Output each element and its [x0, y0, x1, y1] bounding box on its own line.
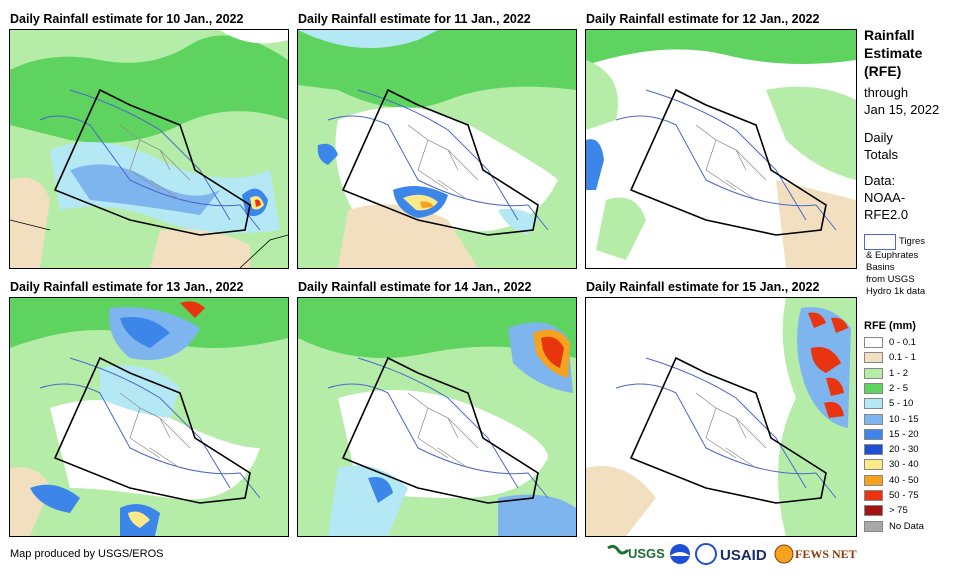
map-panel-13-jan [9, 297, 289, 537]
rfe-legend-row: 20 - 30 [864, 443, 919, 456]
rainfall-map-11-jan [298, 30, 576, 268]
legend-totals: Totals [864, 147, 898, 162]
rfe-legend-swatch [864, 520, 883, 532]
rfe-legend-label: 10 - 15 [889, 413, 919, 425]
legend-date: Jan 15, 2022 [864, 102, 940, 117]
legend-title-line-3: (RFE) [864, 63, 902, 79]
agency-logos-graphic: USGS USAID FEWS NET [607, 543, 857, 565]
rfe-legend-label: 15 - 20 [889, 428, 919, 440]
rainfall-map-13-jan [10, 298, 288, 536]
rfe-legend-row: 30 - 40 [864, 458, 919, 471]
panel-title-15-jan: Daily Rainfall estimate for 15 Jan., 202… [586, 280, 820, 294]
rfe-legend-row: 0.1 - 1 [864, 351, 916, 364]
panel-title-12-jan: Daily Rainfall estimate for 12 Jan., 202… [586, 12, 820, 26]
rfe-legend-swatch [864, 459, 883, 471]
usaid-logo: USAID [720, 547, 767, 564]
basin-note: & Euphrates Basins from USGS Hydro 1k da… [866, 250, 925, 298]
rfe-legend-swatch [864, 428, 883, 440]
basin-note-line-2: Basins [866, 262, 895, 273]
rfe-legend-swatch [864, 337, 883, 348]
panel-title-14-jan: Daily Rainfall estimate for 14 Jan., 202… [298, 280, 532, 294]
panel-title-10-jan: Daily Rainfall estimate for 10 Jan., 202… [10, 12, 244, 26]
legend-title: Rainfall Estimate (RFE) [864, 26, 922, 80]
rfe-legend-row: 40 - 50 [864, 474, 919, 487]
rainfall-map-15-jan [586, 298, 856, 536]
rfe-legend-row: 2 - 5 [864, 382, 908, 395]
basin-note-line-3: from USGS [866, 274, 915, 285]
usgs-logo-text: USGS [628, 546, 665, 561]
rfe-legend-label: 0 - 0.1 [889, 337, 916, 348]
usgs-logo: USGS [607, 544, 665, 561]
rfe-legend-row: > 75 [864, 504, 908, 517]
rfe-legend-label: 30 - 40 [889, 459, 919, 471]
usaid-logo-text: USAID [720, 547, 767, 564]
map-panel-11-jan [297, 29, 577, 269]
rfe-legend-swatch [864, 444, 883, 456]
panel-title-11-jan: Daily Rainfall estimate for 11 Jan., 202… [298, 12, 531, 26]
rfe-legend-label: 1 - 2 [889, 367, 909, 379]
legend-data-label: Data: [864, 173, 896, 188]
rainfall-map-10-jan [10, 30, 288, 268]
rainfall-map-12-jan [586, 30, 856, 268]
rfe-legend-swatch [864, 352, 883, 364]
rfe-legend-swatch [864, 474, 883, 486]
rfe-legend-label: 40 - 50 [889, 474, 919, 486]
rfe-legend-swatch [864, 382, 883, 394]
rfe-legend-label: 50 - 75 [889, 490, 919, 501]
map-panel-12-jan [585, 29, 857, 269]
map-credit: Map produced by USGS/EROS [10, 548, 164, 560]
fewsnet-logo: FEWS NET [774, 544, 857, 564]
rfe-legend-swatch [864, 398, 883, 410]
map-panel-15-jan [585, 297, 857, 537]
rainfall-map-14-jan [298, 298, 576, 536]
legend-data-source-2: RFE2.0 [864, 207, 909, 222]
map-panel-14-jan [297, 297, 577, 537]
rfe-legend-label: > 75 [889, 505, 908, 517]
rfe-legend-row: 5 - 10 [864, 397, 913, 410]
rfe-legend-row: 0 - 0.1 [864, 336, 916, 349]
rfe-legend-label: 20 - 30 [889, 444, 919, 456]
basin-note-line-4: Hydro 1k data [866, 286, 926, 297]
basin-label: Tigres [899, 236, 926, 247]
map-panel-10-jan [9, 29, 289, 269]
basin-swatch [864, 234, 896, 250]
panel-title-13-jan: Daily Rainfall estimate for 13 Jan., 202… [10, 280, 244, 294]
rfe-legend-row: 10 - 15 [864, 413, 919, 426]
legend-data-source-1: NOAA- [864, 190, 906, 205]
basin-note-line-1: & Euphrates [866, 250, 919, 261]
rfe-legend-swatch [864, 490, 883, 501]
rfe-legend-label: 2 - 5 [889, 382, 909, 394]
fewsnet-logo-text: FEWS NET [795, 547, 857, 561]
rfe-legend-row: 1 - 2 [864, 367, 908, 380]
rfe-legend-swatch [864, 505, 883, 517]
agency-logos: USGS USAID FEWS NET [606, 540, 858, 570]
legend-through: through [864, 85, 909, 100]
rfe-legend-row: No Data [864, 520, 924, 533]
rfe-legend-swatch [864, 367, 883, 379]
legend-title-line-1: Rainfall [864, 27, 915, 43]
rfe-legend-row: 50 - 75 [864, 489, 919, 502]
rfe-legend-row: 15 - 20 [864, 428, 919, 441]
legend-daily: Daily [864, 130, 893, 145]
noaa-logo [670, 544, 690, 564]
rfe-legend-title: RFE (mm) [864, 320, 916, 332]
rfe-legend-label: 5 - 10 [889, 398, 914, 410]
doi-logo [695, 543, 717, 565]
rfe-legend-label: No Data [889, 520, 924, 532]
rfe-legend-swatch [864, 413, 883, 425]
legend-title-line-2: Estimate [864, 45, 923, 61]
rfe-legend-label: 0.1 - 1 [889, 352, 916, 364]
